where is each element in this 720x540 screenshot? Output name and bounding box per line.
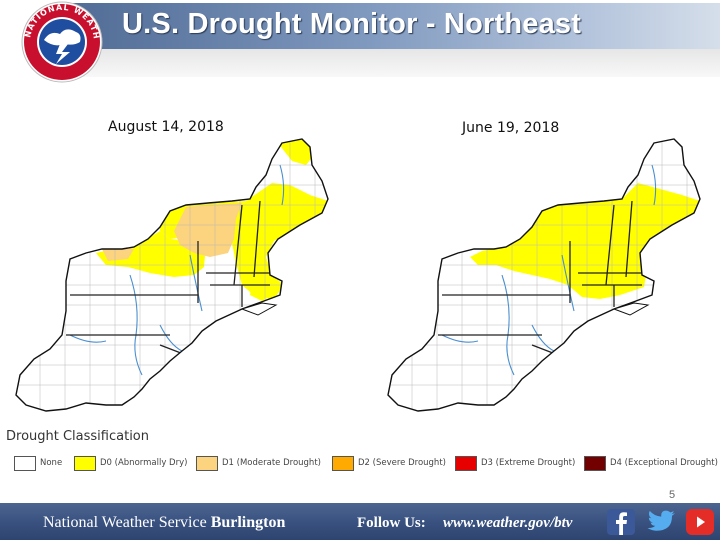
legend-swatch-d3 [455,455,477,471]
long-island-right [612,302,650,316]
legend-label: D1 (Moderate Drought) [222,458,321,468]
legend-item-d3: D3 (Extreme Drought) [455,455,575,471]
slide-title: U.S. Drought Monitor - Northeast [122,8,582,40]
footer-follow-label: Follow Us: [357,515,426,531]
legend-swatch-d2 [332,455,354,471]
legend-swatch-d4 [584,455,606,471]
footer-org-office: Burlington [210,514,286,531]
slide-footer: National Weather Service Burlington Foll… [0,503,720,540]
map-date-left: August 14, 2018 [108,119,224,135]
legend-item-none: None [14,455,62,471]
facebook-icon[interactable] [607,509,635,535]
d1-area-west-ny [102,247,134,261]
long-island-left [240,302,278,316]
footer-website-link[interactable]: www.weather.gov/btv [443,515,573,531]
legend-label: D0 (Abnormally Dry) [100,458,188,468]
d0-area-maine-north [278,139,314,165]
legend-swatch-d0 [74,455,96,471]
footer-org: National Weather Service Burlington [43,514,285,532]
legend-label: D3 (Extreme Drought) [481,458,576,468]
legend-label: None [40,458,63,468]
legend-item-d2: D2 (Severe Drought) [332,455,446,471]
legend-title: Drought Classification [6,429,149,444]
legend-label: D2 (Severe Drought) [358,458,446,468]
drought-map-june [387,138,701,412]
d0-area-northeast [224,183,328,299]
map-date-right: June 19, 2018 [462,120,560,136]
slide-page-number: 5 [669,489,676,501]
header-band-lower [60,49,720,77]
nws-logo-icon: NATIONAL WEATHER SERVICE [20,0,103,83]
legend-swatch-none [14,455,36,471]
drought-map-august [15,138,329,412]
youtube-icon[interactable] [686,509,714,535]
slide-header: NATIONAL WEATHER SERVICE U.S. Drought Mo… [0,0,720,83]
twitter-icon[interactable] [645,509,675,535]
legend-item-d4: D4 (Exceptional Drought) [584,455,718,471]
footer-org-prefix: National Weather Service [43,514,207,531]
legend-swatch-d1 [196,455,218,471]
legend-item-d1: D1 (Moderate Drought) [196,455,321,471]
d0-area-central-ny [96,231,206,277]
legend-item-d0: D0 (Abnormally Dry) [74,455,187,471]
header-band [60,3,720,49]
d1-area-adirondacks [174,203,242,257]
legend-label: D4 (Exceptional Drought) [610,458,718,468]
